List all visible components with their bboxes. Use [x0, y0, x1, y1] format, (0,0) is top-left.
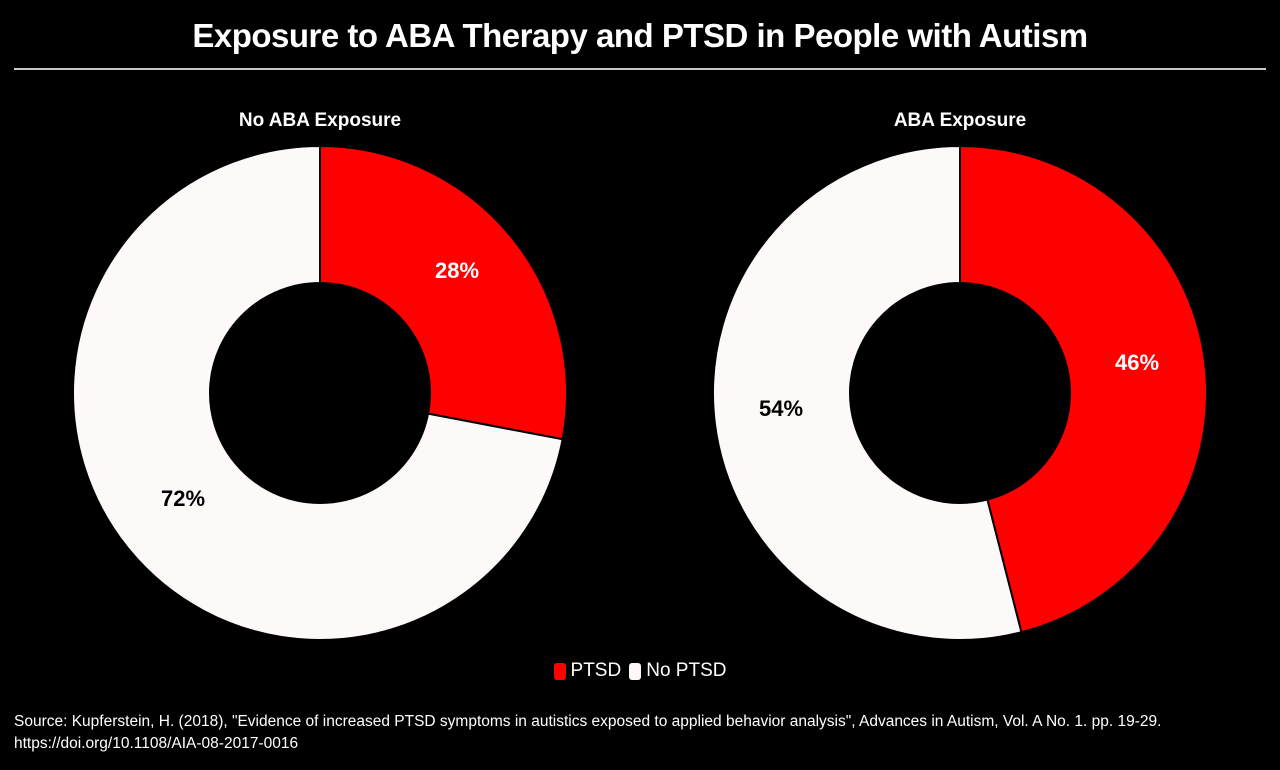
- donut-slice-ptsd[interactable]: [959, 145, 1208, 634]
- slice-value-label: 46%: [1115, 350, 1159, 375]
- slice-value-label: 72%: [161, 486, 205, 511]
- donut-slice-no-ptsd[interactable]: [72, 145, 564, 641]
- donut-chart-no-aba: 28% 72%: [72, 145, 568, 641]
- donut-slice-no-ptsd[interactable]: [712, 145, 1023, 641]
- legend-label-ptsd: PTSD: [570, 660, 622, 681]
- donut-title-no-aba: No ABA Exposure: [238, 110, 402, 131]
- chart-title: Exposure to ABA Therapy and PTSD in Peop…: [192, 17, 1088, 54]
- legend: PTSD No PTSD: [0, 660, 1280, 682]
- title-divider: [14, 68, 1266, 70]
- legend-item-no-ptsd[interactable]: No PTSD: [629, 660, 726, 682]
- legend-item-ptsd[interactable]: PTSD: [553, 660, 622, 682]
- legend-swatch-no-ptsd-icon: [629, 662, 642, 680]
- donut-slice-ptsd[interactable]: [319, 145, 568, 441]
- slice-value-label: 54%: [759, 396, 803, 421]
- legend-label-no-ptsd: No PTSD: [646, 660, 727, 681]
- donut-title-aba: ABA Exposure: [893, 110, 1027, 131]
- legend-swatch-ptsd-icon: [553, 662, 566, 680]
- source-citation: Source: Kupferstein, H. (2018), "Evidenc…: [14, 713, 1162, 752]
- slice-value-label: 28%: [435, 258, 479, 283]
- donut-chart-aba: 46% 54%: [712, 145, 1208, 641]
